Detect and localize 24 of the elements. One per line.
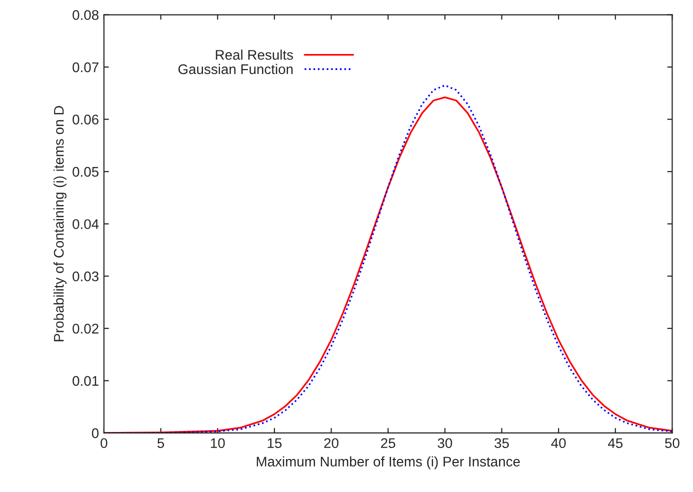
x-tick-label: 25 [381, 438, 396, 448]
y-tick-label: 0.04 [72, 219, 99, 230]
y-tick-label: 0.03 [72, 271, 98, 282]
x-tick-label: 15 [268, 438, 282, 448]
y-tick-label: 0.06 [72, 114, 98, 124]
x-axis-title: Maximum Number of Items (i) Per Instance [256, 456, 520, 470]
y-tick-label: 0.07 [72, 62, 98, 72]
x-tick-label: 5 [157, 438, 164, 448]
x-tick-label: 10 [210, 438, 225, 448]
x-tick-label: 45 [608, 438, 623, 448]
x-tick-label: 50 [665, 438, 680, 448]
x-tick-label: 20 [324, 438, 338, 448]
x-tick-label: 35 [494, 438, 509, 448]
y-tick-label: 0.05 [72, 166, 99, 177]
y-axis-title: Probability of Containing (i) items on D [54, 106, 67, 342]
legend-label: Real Results [216, 50, 293, 60]
x-tick-label: 40 [551, 438, 566, 448]
y-tick-label: 0.08 [72, 10, 98, 20]
x-tick-label: 0 [100, 438, 108, 448]
y-tick-label: 0.02 [72, 324, 98, 334]
legend-label: Gaussian Function [178, 64, 293, 74]
y-tick-label: 0.01 [72, 376, 98, 386]
y-tick-label: 0 [92, 428, 99, 438]
x-tick-label: 30 [438, 438, 452, 448]
